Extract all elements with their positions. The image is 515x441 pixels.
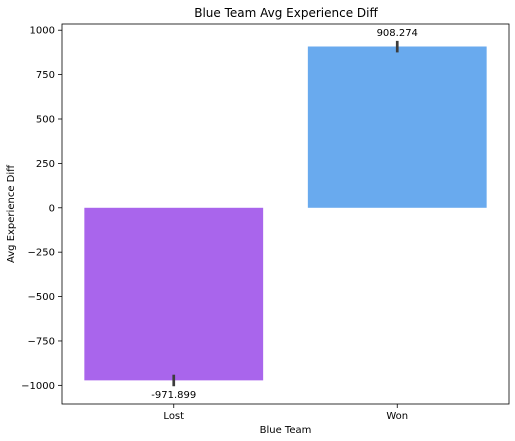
y-axis: −1000 −750 −500 −250 0 250 500 750 1000 [21,26,62,392]
y-tick-label: −500 [28,292,55,303]
y-tick-label: −250 [28,248,55,259]
x-axis: Lost Won [163,404,408,422]
y-tick-label: 250 [36,159,55,170]
x-axis-label: Blue Team [260,425,312,436]
data-label-won: 908.274 [377,28,418,39]
x-tick-label: Won [386,411,408,422]
plot-area: -971.899 908.274 [84,28,487,401]
chart-title: Blue Team Avg Experience Diff [194,6,378,20]
bar-won [307,46,487,208]
y-tick-label: 500 [36,115,55,126]
y-tick-label: 750 [36,70,55,81]
y-tick-label: −750 [28,336,55,347]
y-axis-label: Avg Experience Diff [6,164,17,263]
plot-frame [61,23,510,405]
y-tick-label: −1000 [21,381,55,392]
bar-lost [84,207,264,381]
y-tick-label: 0 [49,203,55,214]
x-tick-label: Lost [163,411,184,422]
y-tick-label: 1000 [30,26,55,37]
data-label-lost: -971.899 [151,390,196,401]
